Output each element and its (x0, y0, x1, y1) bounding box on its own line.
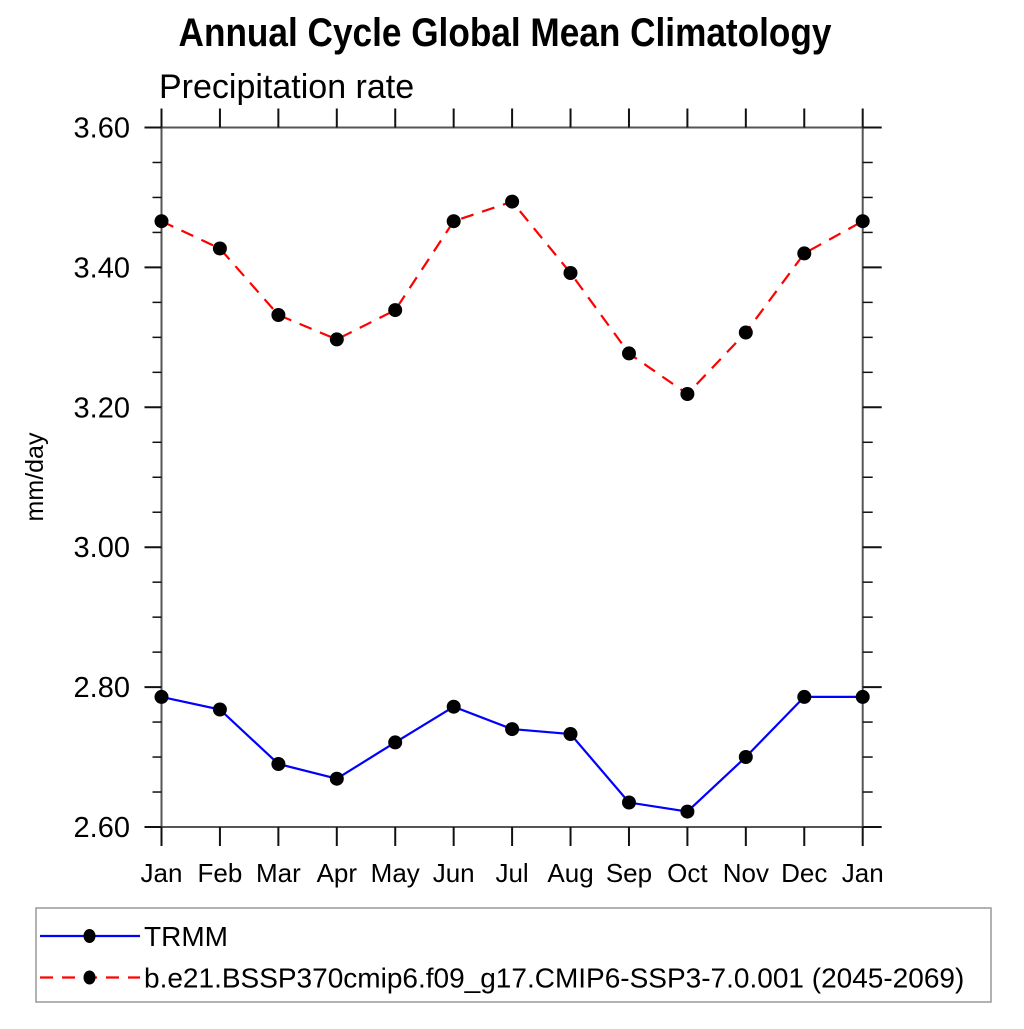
x-tick-label: Apr (317, 858, 358, 888)
x-tick-label: Sep (606, 858, 652, 888)
x-tick-label: Nov (723, 858, 769, 888)
data-point-marker (505, 194, 520, 209)
plot-border (160, 126, 864, 828)
data-point-marker (738, 750, 753, 764)
data-point-marker (797, 246, 812, 261)
x-tick-label: Mar (256, 858, 301, 888)
legend: TRMM b.e21.BSSP370cmip6.f09_g17.CMIP6-SSP… (35, 907, 992, 1003)
legend-label: b.e21.BSSP370cmip6.f09_g17.CMIP6-SSP3-7.… (144, 963, 964, 994)
x-tick-label: Jan (842, 858, 884, 888)
chart-subtitle: Precipitation rate (159, 68, 414, 106)
data-series (154, 194, 870, 819)
data-point-marker (505, 722, 520, 737)
x-tick-label: Jun (433, 858, 475, 888)
legend-label: TRMM (144, 921, 228, 952)
y-tick-label: 3.60 (74, 113, 130, 145)
data-point-marker (855, 214, 870, 229)
data-point-marker (329, 771, 344, 786)
legend-marker-icon (83, 929, 96, 943)
chart-title: Annual Cycle Global Mean Climatology (179, 10, 832, 55)
data-point-marker (154, 689, 169, 704)
data-point-marker (855, 689, 870, 704)
x-tick-label: May (371, 858, 420, 888)
data-point-marker (446, 214, 461, 229)
y-axis-label: mm/day (21, 432, 49, 521)
data-point-marker (388, 735, 403, 750)
legend-marker-icon (83, 970, 96, 985)
data-point-marker (738, 325, 753, 340)
data-point-marker (563, 266, 578, 280)
x-tick-label: Feb (198, 858, 243, 888)
trmm-line (161, 695, 863, 813)
data-point-marker (622, 795, 636, 810)
data-point-marker (154, 214, 169, 229)
data-point-marker (329, 332, 344, 347)
y-tick-label: 3.00 (74, 532, 130, 564)
data-point-marker (563, 727, 578, 741)
x-tick-label: Aug (547, 858, 593, 888)
x-tick-label: Dec (781, 858, 827, 888)
data-point-marker (388, 303, 403, 318)
data-point-marker (271, 757, 286, 771)
y-tick-label: 2.80 (74, 672, 130, 704)
y-tick-label: 3.40 (74, 252, 130, 284)
data-point-marker (680, 387, 695, 401)
data-point-marker (446, 699, 461, 714)
model-line (161, 200, 864, 396)
x-tick-label: Jan (141, 858, 183, 888)
data-point-marker (797, 689, 812, 704)
data-point-marker (680, 804, 695, 819)
data-point-marker (212, 241, 227, 256)
y-tick-label: 3.20 (74, 392, 130, 424)
axis-ticks (144, 108, 882, 846)
axis-tick-labels: 3.60 3.40 3.20 3.00 2.80 2.60 Jan Feb Mar Apr May J… (74, 113, 884, 889)
legend-box (35, 907, 992, 1003)
x-tick-label: Oct (667, 858, 708, 888)
x-tick-label: Jul (495, 858, 528, 888)
data-point-marker (212, 702, 227, 717)
data-point-marker (271, 308, 286, 322)
data-point-marker (622, 346, 636, 361)
plot-frame (160, 126, 864, 828)
y-tick-label: 2.60 (74, 812, 130, 844)
